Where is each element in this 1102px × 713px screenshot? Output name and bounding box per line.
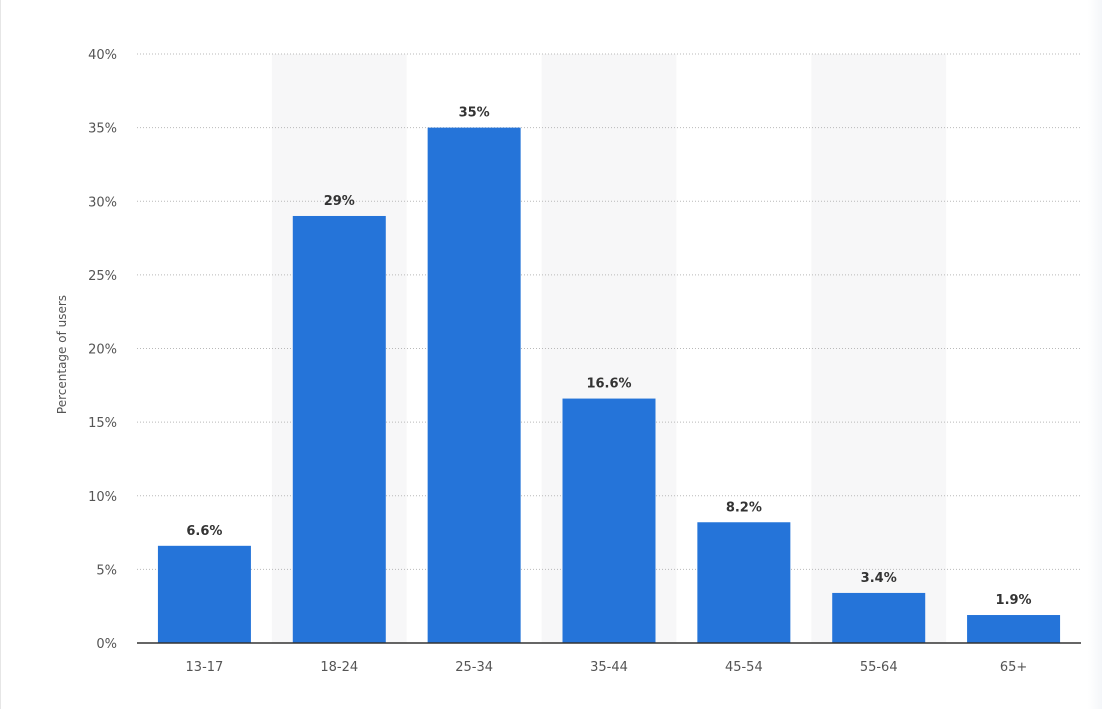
y-tick-label: 15% — [88, 416, 117, 431]
frame-left-border — [0, 0, 1, 709]
x-tick-label: 55-64 — [860, 660, 898, 675]
x-tick-label: 18-24 — [320, 660, 358, 675]
y-tick-label: 35% — [88, 122, 117, 137]
data-label: 8.2% — [726, 500, 762, 515]
frame-right-shade — [1088, 0, 1102, 709]
data-label: 29% — [324, 194, 355, 209]
bar — [292, 215, 386, 643]
bar — [157, 545, 251, 643]
y-axis-title: Percentage of users — [55, 295, 69, 414]
data-labels: 6.6% 29% 35% 16.6% 8.2% 3.4% 1.9% — [186, 106, 1031, 608]
bar — [562, 398, 656, 643]
data-label: 35% — [459, 106, 490, 121]
x-tick-label: 13-17 — [186, 660, 224, 675]
x-tick-label: 25-34 — [455, 660, 493, 675]
data-label: 3.4% — [861, 571, 897, 586]
y-tick-label: 40% — [88, 48, 117, 63]
x-tick-labels: 13-17 18-24 25-34 35-44 45-54 55-64 65+ — [186, 660, 1028, 675]
y-tick-label: 5% — [96, 563, 117, 578]
y-tick-labels: 0% 5% 10% 15% 20% 25% 30% 35% 40% — [88, 48, 117, 652]
bars — [157, 127, 1061, 643]
y-tick-label: 10% — [88, 490, 117, 505]
bar — [697, 522, 791, 643]
y-tick-label: 30% — [88, 195, 117, 210]
data-label: 6.6% — [186, 524, 222, 539]
bar — [427, 127, 521, 643]
x-tick-label: 35-44 — [590, 660, 628, 675]
y-tick-label: 20% — [88, 343, 117, 358]
y-tick-label: 25% — [88, 269, 117, 284]
bar — [832, 592, 926, 643]
x-tick-label: 45-54 — [725, 660, 763, 675]
data-label: 16.6% — [586, 377, 631, 392]
y-tick-label: 0% — [96, 637, 117, 652]
bar — [967, 615, 1061, 643]
data-label: 1.9% — [996, 593, 1032, 608]
x-tick-label: 65+ — [1000, 660, 1027, 675]
